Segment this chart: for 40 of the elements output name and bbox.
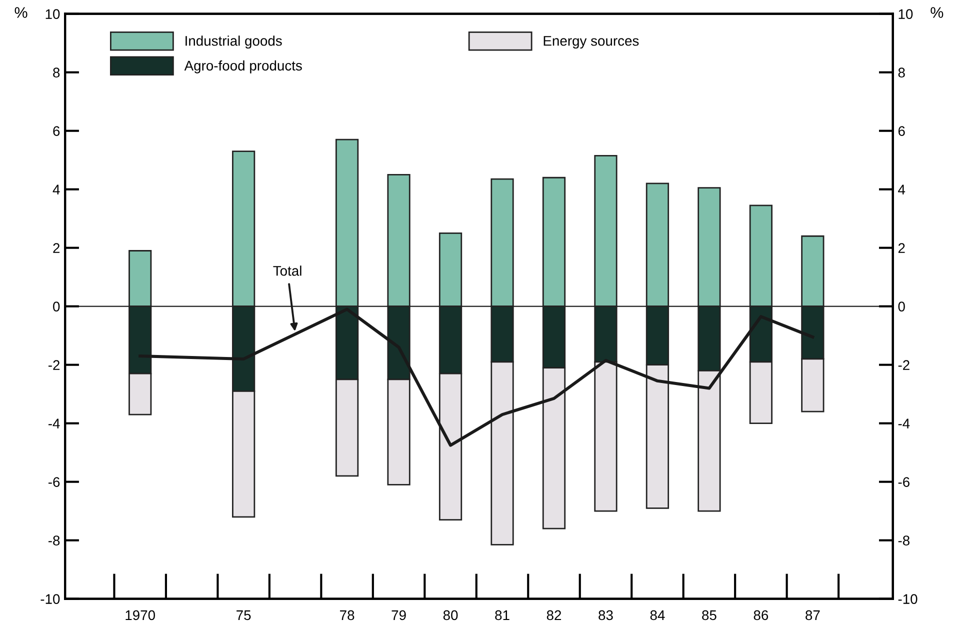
- y2-tick-label: 10: [898, 9, 913, 20]
- x-tick-label: 79: [392, 610, 406, 620]
- x-tick-label: 81: [495, 610, 510, 620]
- y-tick-label: 4: [52, 184, 60, 194]
- x-tick-label: 82: [546, 610, 562, 620]
- x-tick-label: 75: [236, 610, 251, 620]
- x-tick-label: 87: [806, 610, 820, 620]
- y2-tick-label: -2: [898, 360, 910, 370]
- x-tick-label: 78: [340, 610, 354, 620]
- y2-tick-label: 8: [898, 68, 905, 78]
- y-tick-label: 0: [53, 302, 60, 312]
- x-tick-label: 83: [598, 610, 613, 620]
- x-tick-label: 85: [702, 610, 716, 620]
- legend-label: Industrial goods: [186, 36, 282, 49]
- y2-tick-label: -6: [898, 477, 910, 487]
- y2-tick-label: 0: [898, 302, 905, 312]
- y2-tick-label: -10: [898, 594, 918, 604]
- y2-tick-label: 6: [898, 126, 905, 136]
- text: Total: [273, 266, 302, 276]
- y-tick-label: 2: [53, 243, 60, 253]
- y2-tick-label: 4: [898, 184, 906, 194]
- y2-axis-title: %: [930, 7, 944, 18]
- y-tick-label: -6: [48, 477, 60, 487]
- y-tick-label: 10: [46, 9, 60, 20]
- y-tick-label: -4: [48, 418, 60, 428]
- y2-tick-label: -8: [898, 536, 910, 546]
- y-tick-label: -2: [48, 360, 60, 370]
- y-tick-label: -10: [40, 594, 60, 604]
- legend-label: Agro-food products: [184, 60, 302, 74]
- x-tick-label: 80: [443, 610, 458, 620]
- y-tick-label: 6: [53, 126, 60, 136]
- x-tick-label: 86: [754, 610, 768, 620]
- y2-tick-label: 2: [898, 243, 905, 253]
- legend-label: Energy sources: [544, 36, 639, 49]
- x-tick-label: 84: [650, 610, 665, 620]
- y2-tick-label: -4: [898, 418, 910, 428]
- y-tick-label: 8: [53, 68, 60, 78]
- y-axis-title: %: [14, 7, 28, 18]
- x-tick-label: 1970: [126, 610, 156, 620]
- y-tick-label: -8: [48, 536, 60, 546]
